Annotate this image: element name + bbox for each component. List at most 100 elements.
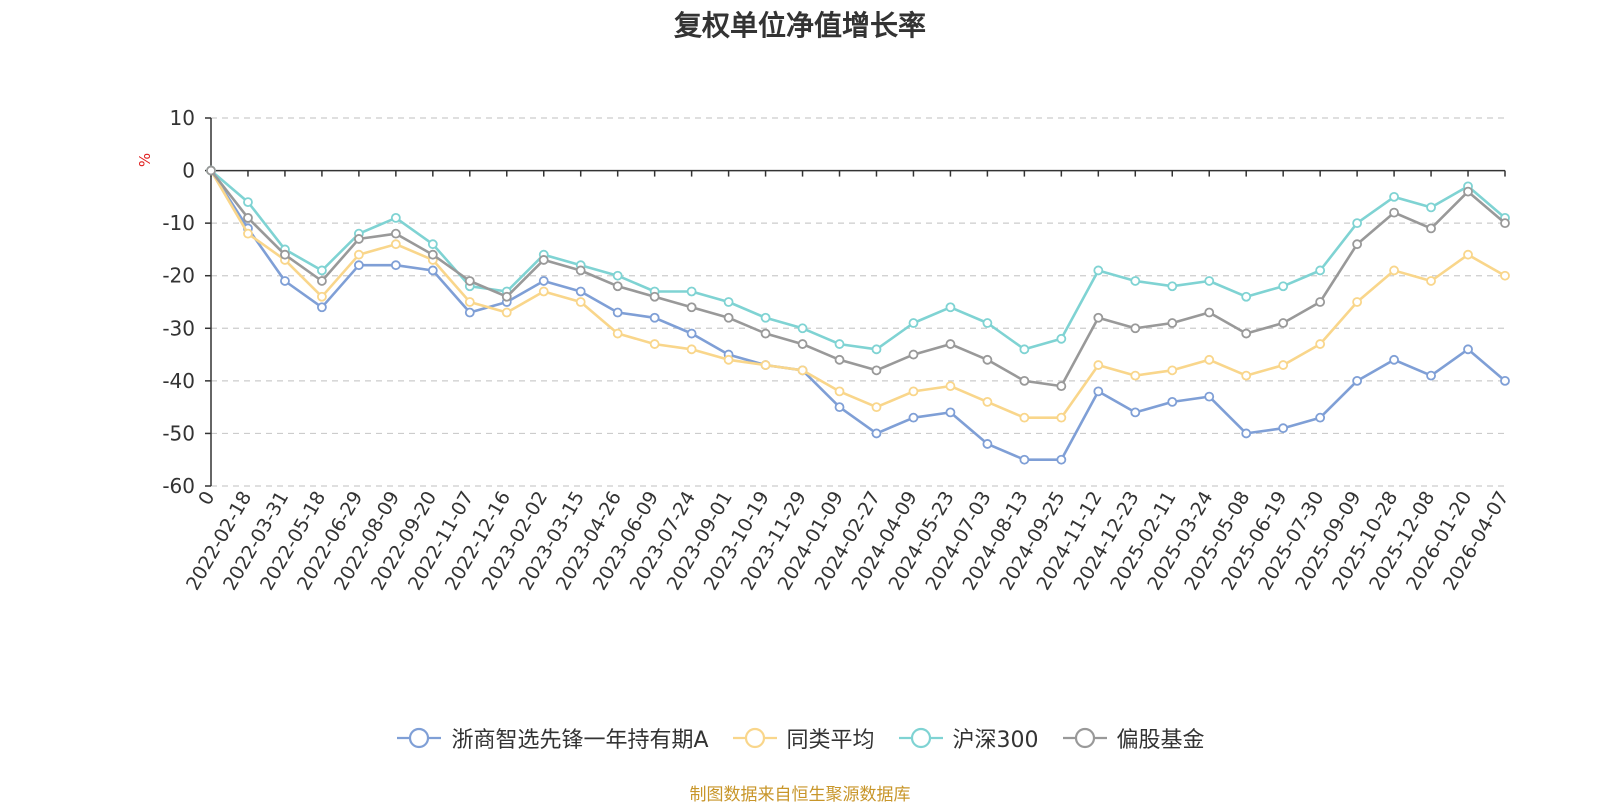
data-point	[317, 291, 327, 302]
data-point	[1315, 339, 1326, 349]
data-point	[464, 297, 475, 307]
legend-item[interactable]: 同类平均	[731, 722, 875, 754]
data-point	[1426, 370, 1436, 381]
data-point	[1204, 276, 1215, 286]
data-point	[982, 396, 993, 407]
series-0	[206, 165, 1510, 465]
series-line	[209, 169, 1506, 388]
data-point	[1167, 365, 1178, 376]
data-point	[723, 354, 734, 365]
data-point	[834, 386, 845, 397]
data-point	[353, 234, 364, 244]
data-point	[945, 381, 956, 392]
data-point	[871, 344, 882, 355]
data-point	[612, 281, 623, 292]
series-lines	[206, 165, 1510, 465]
data-point	[1093, 312, 1104, 323]
y-tick-label: -60	[162, 474, 195, 498]
data-point	[834, 339, 845, 349]
data-point	[317, 276, 327, 286]
y-tick-label: 10	[170, 106, 195, 130]
data-point	[797, 339, 808, 349]
data-point	[1241, 428, 1252, 439]
data-point	[1278, 318, 1289, 328]
data-point	[1500, 270, 1510, 281]
data-point	[538, 276, 549, 286]
data-point	[871, 402, 882, 413]
data-point	[1093, 360, 1104, 370]
data-point	[538, 255, 549, 265]
data-point	[760, 328, 771, 339]
data-point	[1019, 344, 1030, 355]
data-point	[834, 402, 845, 413]
data-point	[982, 354, 993, 365]
data-point	[945, 302, 956, 313]
legend: 浙商智选先锋一年持有期A 同类平均 沪深300 偏股基金	[0, 722, 1600, 754]
data-point	[871, 428, 882, 439]
data-point	[206, 165, 216, 176]
data-point	[1056, 381, 1067, 392]
data-point	[1352, 375, 1363, 386]
y-tick-label: -50	[162, 421, 195, 445]
data-point	[1019, 412, 1030, 423]
data-point	[1241, 291, 1252, 302]
legend-item[interactable]: 浙商智选先锋一年持有期A	[395, 722, 709, 754]
chart-title: 复权单位净值增长率	[673, 9, 926, 42]
legend-label: 同类平均	[786, 728, 875, 753]
data-point	[1389, 354, 1399, 365]
data-point	[501, 307, 512, 318]
data-point	[723, 297, 734, 307]
data-point	[908, 318, 919, 328]
data-point	[612, 307, 623, 318]
data-point	[1352, 239, 1363, 250]
data-point	[1130, 370, 1141, 381]
data-point	[1056, 333, 1067, 344]
legend-item[interactable]: 沪深300	[897, 722, 1039, 754]
data-point	[1463, 249, 1473, 260]
data-point	[982, 439, 993, 449]
data-point	[1389, 265, 1399, 276]
data-point	[1093, 386, 1104, 397]
data-point	[317, 265, 327, 276]
y-tick-label: -30	[162, 316, 195, 340]
data-point	[797, 323, 808, 334]
data-point	[649, 312, 660, 323]
legend-item[interactable]: 偏股基金	[1061, 722, 1205, 754]
series-1	[206, 165, 1510, 423]
data-point	[686, 344, 697, 355]
data-point	[945, 407, 956, 418]
data-point	[464, 276, 475, 286]
data-point	[908, 386, 919, 397]
legend-label: 偏股基金	[1116, 728, 1205, 753]
data-point	[390, 228, 401, 239]
data-point	[353, 260, 364, 271]
data-point	[390, 212, 401, 223]
data-point	[1315, 265, 1326, 276]
data-point	[723, 312, 734, 323]
data-point	[1352, 297, 1363, 307]
data-point	[686, 302, 697, 313]
series-line	[210, 169, 1506, 351]
data-point	[1130, 407, 1141, 418]
data-point	[317, 302, 327, 313]
data-point	[612, 270, 623, 281]
data-point	[390, 260, 401, 271]
data-point	[1241, 370, 1252, 381]
data-point	[649, 291, 660, 302]
data-point	[686, 286, 697, 297]
data-point	[871, 365, 882, 376]
data-point	[427, 249, 438, 260]
legend-marker-icon	[1062, 727, 1107, 749]
series-line	[209, 169, 1506, 420]
y-tick-label: -40	[162, 369, 195, 393]
series-line	[209, 169, 1506, 462]
legend-marker-icon	[898, 727, 943, 749]
data-point	[1463, 186, 1473, 197]
data-point	[501, 291, 512, 302]
data-point	[1093, 265, 1104, 276]
data-point	[1056, 454, 1067, 465]
data-point	[686, 328, 697, 339]
data-point	[575, 297, 586, 307]
legend-marker-icon	[397, 727, 442, 749]
